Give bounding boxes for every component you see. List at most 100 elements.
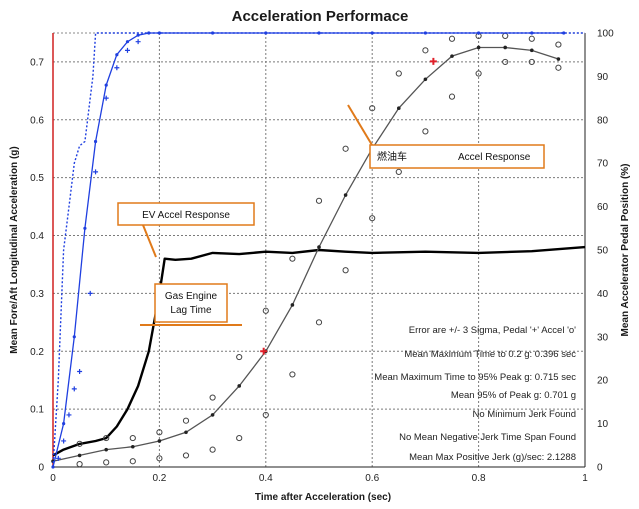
x-tick-label: 0 (50, 473, 56, 484)
accel-response-point (77, 453, 82, 458)
pedal-position-blue-point (211, 31, 215, 35)
lower-3-sigma-point (342, 267, 349, 274)
x-tick-label: 0.8 (472, 473, 486, 484)
accel-response-point (157, 439, 162, 443)
y-tick-label: 0.5 (30, 173, 44, 184)
y2-tick-label: 0 (597, 463, 603, 474)
y-tick-label: 0.6 (30, 115, 44, 126)
note-min-jerk: No Minimum Jerk Found (473, 409, 576, 420)
y-tick-label: 0 (38, 463, 44, 474)
y-tick-label: 0.7 (30, 57, 44, 68)
y2-tick-label: 90 (597, 72, 609, 83)
ev-callout-text: EV Accel Response (142, 210, 230, 221)
accel-response-point (317, 245, 321, 249)
upper-3-sigma-point (103, 434, 110, 442)
pedal-3-sigma-point (135, 39, 141, 45)
lower-3-sigma-point (76, 461, 83, 468)
y2-tick-label: 100 (597, 29, 614, 40)
note-sigma: Error are +/- 3 Sigma, Pedal '+' Accel '… (409, 325, 576, 336)
lower-3-sigma-point (289, 371, 296, 378)
chart-tick-labels: 0 0.2 0.4 0.6 0.8 100.10.20.30.40.50.60.70102… (30, 29, 614, 485)
pedal-3-sigma-point (61, 438, 67, 444)
upper-3-sigma-point (182, 417, 190, 424)
lower-3-sigma-point (156, 455, 163, 462)
pedal-position-blue-point (530, 31, 534, 35)
pedal-3-sigma-point (71, 386, 77, 392)
upper-3-sigma-point (76, 440, 83, 447)
upper-3-sigma-point (262, 307, 269, 314)
note-neg-jerk: No Mean Negative Jerk Time Span Found (399, 432, 576, 443)
lower-3-sigma-point (182, 452, 190, 459)
upper-3-sigma-point (448, 35, 456, 42)
gas-callout-text: Accel Response (458, 152, 531, 163)
upper-3-sigma-point (369, 105, 376, 112)
accel-response-point (503, 45, 508, 50)
lower-3-sigma-point (315, 319, 323, 326)
marker-point (429, 57, 437, 65)
lower-3-sigma-point (209, 446, 216, 453)
lag-callout-line2: Lag Time (170, 305, 212, 316)
x-tick-label: 0.2 (152, 473, 166, 484)
pedal-3-sigma-point (55, 455, 61, 461)
lower-3-sigma-point (502, 58, 509, 66)
pedal-position-blue-point (317, 31, 321, 35)
accel-response-point (476, 45, 481, 50)
chart-series (51, 31, 586, 469)
accel-response-point (450, 54, 454, 58)
pedal-3-sigma-point (77, 369, 83, 375)
lower-3-sigma-point (448, 93, 456, 100)
pedal-3-sigma-point (93, 169, 99, 175)
upper-3-sigma-point (422, 47, 429, 54)
lower-3-sigma-point (395, 168, 402, 175)
accel-response-point (104, 447, 108, 452)
lag-callout-line1: Gas Engine (165, 291, 218, 302)
accel-response-point (237, 384, 241, 388)
x-tick-label: 0.4 (259, 473, 273, 484)
accel-response-point (184, 430, 188, 435)
note-max-jerk: Mean Max Positive Jerk (g)/sec: 2.1288 (409, 452, 576, 463)
y2-tick-label: 70 (597, 159, 609, 170)
lower-3-sigma-point (236, 434, 243, 442)
upper-3-sigma-point (528, 35, 535, 42)
accel-response-point (397, 106, 401, 111)
gas-callout-cn: 燃油车 (377, 150, 407, 163)
x-tick-label: 0.6 (365, 473, 379, 484)
accel-response-point (343, 193, 348, 197)
upper-3-sigma-point (395, 70, 402, 77)
gas-callout-box (369, 144, 545, 169)
y-axis-label: Mean Fore/Aft Longitudinal Acceleration … (9, 146, 20, 353)
upper-3-sigma-point (129, 434, 136, 442)
pedal-3-sigma-point (66, 412, 72, 418)
pedal-position-blue-point (562, 31, 566, 35)
note-time-to-95: Mean Maximum Time to 95% Peak g: 0.715 s… (374, 372, 576, 383)
pedal-position-blue-point (72, 335, 76, 339)
gas-callout-arrow (347, 104, 373, 146)
accel-response-point (556, 57, 561, 61)
marker-point (260, 347, 268, 355)
ev-callout-arrow (142, 224, 157, 258)
pedal-position-blue-point (104, 83, 108, 87)
y2-axis-label: Mean Accelerator Pedal Position (%) (620, 163, 631, 336)
upper-3-sigma-point (342, 145, 349, 152)
y-tick-label: 0.1 (30, 405, 44, 416)
y-tick-label: 0.2 (30, 347, 44, 358)
pedal-position-blue-point (157, 31, 161, 35)
upper-3-sigma-point (156, 429, 163, 436)
note-95-peak: Mean 95% of Peak g: 0.701 g (451, 390, 576, 401)
ev-callout-box (117, 202, 255, 226)
y2-tick-label: 80 (597, 115, 609, 126)
upper-3-sigma-point (555, 41, 562, 48)
lower-3-sigma-point (103, 459, 110, 466)
y-tick-label: 0.4 (30, 231, 44, 242)
pedal-position-blue-point (83, 226, 87, 230)
pedal-3-sigma-point (103, 95, 109, 101)
ev-accel-response-line (52, 245, 586, 457)
pedal-position-blue-point (93, 139, 98, 144)
y-tick-label: 0.3 (30, 289, 44, 300)
pedal-3-sigma-point (124, 47, 130, 53)
y2-tick-label: 60 (597, 202, 609, 213)
accel-response-point (210, 413, 215, 417)
pedal-position-blue-point (147, 31, 151, 35)
pedal-position-blue-point (62, 422, 66, 426)
